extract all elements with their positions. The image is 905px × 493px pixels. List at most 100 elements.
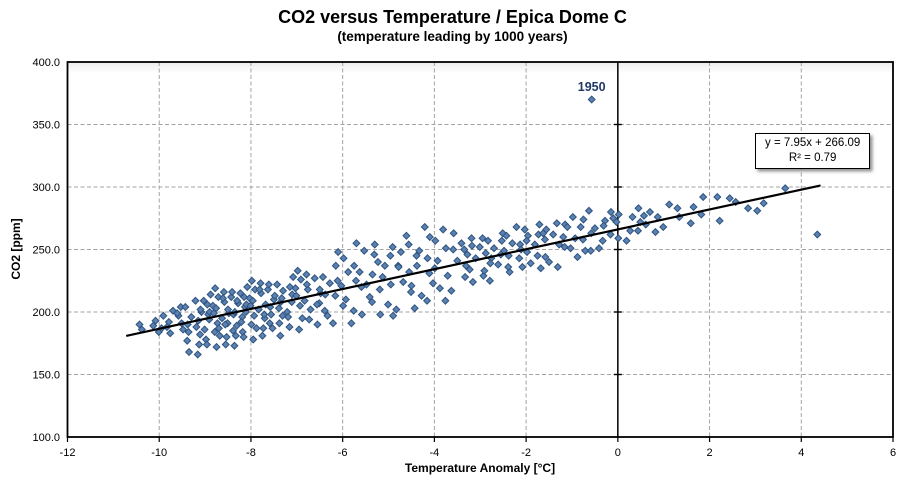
data-point [633, 226, 643, 235]
data-point [328, 319, 338, 328]
data-point [447, 286, 456, 295]
data-point [183, 336, 192, 345]
data-point [599, 221, 608, 230]
data-point [237, 317, 246, 327]
data-point [339, 254, 348, 263]
data-point [191, 296, 200, 305]
data-point [645, 207, 655, 217]
data-point [478, 234, 487, 243]
data-point [344, 267, 353, 277]
data-point [388, 242, 397, 252]
data-point [536, 264, 545, 273]
data-point [211, 284, 220, 293]
data-point [255, 285, 264, 294]
data-point [294, 325, 304, 334]
data-point [221, 320, 230, 329]
data-point [725, 194, 734, 203]
data-point [260, 310, 269, 319]
data-point [233, 296, 242, 305]
data-point [715, 216, 724, 225]
data-point [404, 240, 413, 249]
data-point [218, 294, 228, 303]
data-point [221, 340, 230, 349]
data-point [296, 275, 306, 284]
data-point [196, 305, 205, 314]
x-tick-label: -10 [151, 447, 167, 459]
chart-subtitle: (temperature leading by 1000 years) [337, 29, 568, 44]
data-point [634, 204, 643, 213]
trendline-equation-box: y = 7.95x + 266.09 R² = 0.79 [755, 133, 871, 170]
data-point [467, 234, 476, 243]
x-tick-label: 6 [890, 447, 896, 459]
data-point [291, 284, 300, 293]
data-point [264, 280, 273, 289]
x-tick-label: -4 [429, 447, 439, 459]
data-point [202, 340, 212, 349]
data-point [743, 204, 753, 213]
data-point [538, 229, 548, 238]
data-point [407, 281, 416, 290]
x-tick-label: -2 [521, 447, 531, 459]
trendline-equation: y = 7.95x + 266.09 [765, 137, 861, 149]
data-point [614, 210, 623, 219]
data-point [541, 252, 550, 262]
data-point [522, 247, 532, 257]
data-point [399, 277, 408, 287]
data-point [587, 95, 596, 104]
data-point [274, 304, 284, 313]
data-point [389, 311, 398, 320]
data-point [420, 222, 429, 232]
data-point [489, 244, 499, 253]
data-point [568, 212, 577, 222]
data-point [483, 236, 493, 245]
y-tick-label: 200.0 [32, 307, 60, 319]
data-point [431, 236, 440, 245]
data-point [433, 256, 442, 265]
data-point [181, 302, 190, 312]
data-point [563, 222, 572, 232]
data-point [505, 267, 514, 277]
data-point [422, 296, 432, 305]
data-point [392, 305, 401, 314]
data-point [303, 285, 312, 294]
data-point [497, 236, 506, 245]
data-point [540, 235, 550, 244]
data-point [339, 301, 348, 310]
data-point [331, 261, 340, 270]
data-point [367, 297, 377, 307]
data-point [270, 291, 279, 300]
data-point [187, 312, 196, 322]
data-point [394, 262, 403, 272]
data-point [222, 332, 231, 342]
y-tick-label: 400.0 [32, 57, 60, 69]
data-point [195, 330, 205, 339]
data-point [428, 279, 438, 288]
data-point [300, 296, 309, 305]
data-point [325, 279, 334, 288]
data-point [173, 309, 182, 318]
data-point [166, 329, 175, 338]
data-point [651, 227, 660, 237]
data-point [245, 294, 254, 303]
data-point [396, 247, 406, 257]
data-point [370, 250, 379, 259]
x-tick-label: -6 [338, 447, 348, 459]
data-point [504, 262, 513, 272]
data-point [373, 257, 383, 267]
data-point [151, 316, 160, 325]
data-point [560, 242, 569, 252]
data-point [310, 274, 319, 283]
data-point [247, 320, 256, 329]
data-point [259, 324, 268, 333]
data-point [402, 231, 411, 240]
data-point [159, 311, 168, 320]
data-point [412, 251, 421, 260]
x-tick-label: 2 [706, 447, 712, 459]
data-point [508, 239, 517, 248]
y-tick-label: 350.0 [32, 120, 60, 132]
data-point [463, 250, 472, 259]
data-point [376, 310, 385, 319]
data-point [203, 300, 212, 309]
data-point [184, 327, 193, 337]
